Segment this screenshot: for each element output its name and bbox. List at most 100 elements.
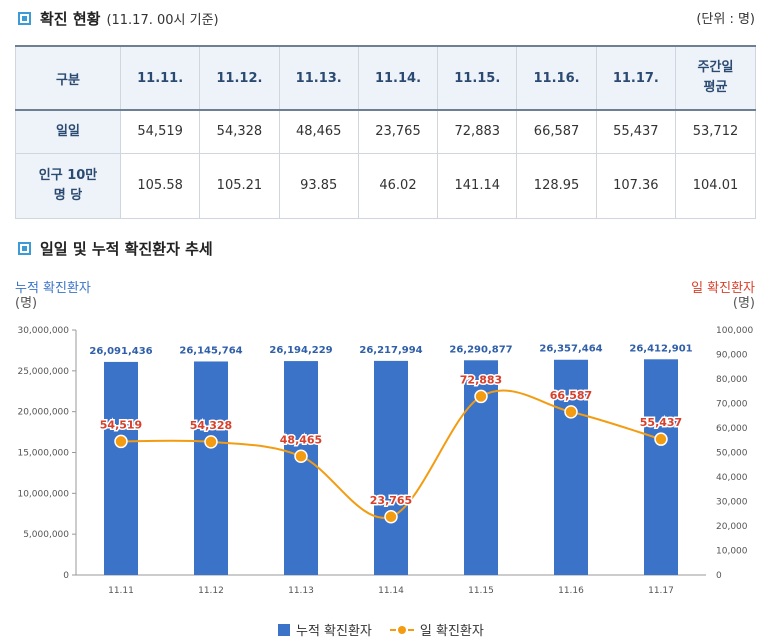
- header-cell: 11.16.: [516, 45, 597, 111]
- x-tick-label: 11.11: [108, 586, 134, 596]
- table-cell: 104.01: [675, 152, 756, 219]
- x-tick-label: 11.14: [378, 586, 404, 596]
- legend-bar-swatch: [278, 623, 290, 636]
- x-tick-label: 11.13: [288, 586, 314, 596]
- table-cell: 105.58: [119, 152, 201, 219]
- table-cell: 72,883: [437, 109, 518, 154]
- left-tick-label: 25,000,000: [17, 367, 69, 377]
- section-title: 확진 현황: [40, 10, 101, 28]
- line-point-daily: [114, 434, 128, 449]
- left-tick-label: 0: [63, 571, 69, 581]
- line-data-label: 48,465: [280, 433, 322, 446]
- header-cell: 11.17.: [595, 45, 677, 111]
- bar-data-label: 26,357,464: [539, 344, 602, 355]
- right-tick-label: 100,000: [716, 326, 753, 336]
- right-tick-label: 60,000: [716, 424, 748, 434]
- table-cell: 54,519: [119, 109, 201, 154]
- bar-data-label: 26,217,994: [359, 345, 422, 356]
- bar-data-label: 26,091,436: [89, 346, 152, 357]
- table-cell: 107.36: [595, 152, 677, 219]
- left-tick-label: 15,000,000: [17, 449, 69, 459]
- x-tick-label: 11.12: [198, 586, 224, 596]
- header-cell: 11.12.: [199, 45, 280, 111]
- bar-cumulative: [644, 359, 678, 575]
- table-row: 인구 10만 명 당 105.58 105.21 93.85 46.02 141…: [15, 152, 756, 219]
- section-header-trend: 일일 및 누적 확진환자 추세: [18, 238, 213, 259]
- table-cell: 128.95: [516, 152, 597, 219]
- right-axis-label: 일 확진환자: [691, 281, 755, 296]
- legend-line-swatch: [389, 624, 414, 636]
- unit-label: (단위 : 명): [696, 12, 755, 27]
- bar-cumulative: [194, 361, 228, 575]
- bar-cumulative: [374, 360, 408, 575]
- right-tick-label: 0: [716, 571, 722, 581]
- table-cell: 66,587: [516, 109, 597, 154]
- table-cell: 105.21: [199, 152, 280, 219]
- legend-item-daily: 일 확진환자: [419, 624, 484, 639]
- x-tick-label: 11.15: [468, 586, 494, 596]
- header-cell: 11.11.: [119, 45, 201, 111]
- line-data-label: 54,519: [100, 418, 142, 431]
- right-axis-title: 일 확진환자 (명): [691, 281, 755, 311]
- line-data-label: 55,437: [640, 416, 682, 429]
- section-header-status: 확진 현황 (11.17. 00시 기준): [18, 8, 219, 29]
- header-cell: 구분: [15, 45, 121, 111]
- bar-cumulative: [554, 359, 588, 575]
- line-point-daily: [654, 432, 668, 446]
- line-point-daily: [564, 405, 578, 419]
- table-cell: 23,765: [357, 109, 439, 154]
- left-tick-label: 30,000,000: [17, 326, 69, 336]
- right-tick-label: 50,000: [716, 449, 748, 459]
- line-data-label: 23,765: [370, 494, 412, 507]
- header-cell: 11.15.: [437, 45, 518, 111]
- table-row: 일일 54,519 54,328 48,465 23,765 72,883 66…: [15, 109, 756, 154]
- bar-cumulative: [284, 361, 318, 575]
- line-point-daily: [384, 510, 398, 524]
- right-tick-label: 10,000: [716, 547, 748, 557]
- bar-cumulative: [104, 361, 138, 575]
- table-cell: 48,465: [278, 109, 359, 154]
- line-point-daily: [294, 449, 308, 464]
- right-axis-unit: (명): [732, 296, 755, 311]
- line-data-label: 54,328: [190, 419, 232, 432]
- right-tick-label: 40,000: [716, 473, 748, 483]
- table-cell: 46.02: [357, 152, 439, 219]
- left-axis-title: 누적 확진환자 (명): [15, 281, 91, 311]
- table-cell: 141.14: [437, 152, 518, 219]
- line-point-daily: [204, 435, 218, 449]
- square-bullet-icon: [18, 12, 31, 25]
- bar-data-label: 26,145,764: [179, 345, 242, 356]
- left-tick-label: 10,000,000: [17, 489, 69, 499]
- table-cell: 54,328: [199, 109, 280, 154]
- left-tick-label: 20,000,000: [17, 408, 69, 418]
- left-axis-unit: (명): [15, 296, 38, 311]
- right-tick-label: 80,000: [716, 375, 748, 385]
- bar-data-label: 26,194,229: [269, 345, 332, 356]
- table-header-row: 구분 11.11. 11.12. 11.13. 11.14. 11.15. 11…: [15, 45, 756, 111]
- section-subtitle: (11.17. 00시 기준): [106, 13, 219, 28]
- section-title: 일일 및 누적 확진환자 추세: [40, 240, 213, 258]
- chart-legend: 누적 확진환자 일 확진환자: [278, 620, 484, 639]
- legend-item-cumulative: 누적 확진환자: [296, 624, 372, 639]
- bar-data-label: 26,412,901: [629, 343, 692, 354]
- line-data-label: 66,587: [550, 389, 592, 402]
- x-tick-label: 11.16: [558, 586, 584, 596]
- table-cell: 55,437: [595, 109, 677, 154]
- header-cell: 11.14.: [357, 45, 439, 111]
- left-axis-label: 누적 확진환자: [15, 281, 91, 296]
- right-tick-label: 90,000: [716, 351, 748, 361]
- square-bullet-icon: [18, 242, 31, 255]
- bar-data-label: 26,290,877: [449, 344, 512, 355]
- right-tick-label: 70,000: [716, 400, 748, 410]
- line-data-label: 72,883: [460, 373, 502, 386]
- left-tick-label: 5,000,000: [23, 530, 69, 540]
- table-cell: 53,712: [675, 109, 756, 154]
- right-tick-label: 30,000: [716, 498, 748, 508]
- row-label: 인구 10만 명 당: [15, 152, 121, 219]
- status-table: 구분 11.11. 11.12. 11.13. 11.14. 11.15. 11…: [15, 45, 756, 219]
- table-cell: 93.85: [278, 152, 359, 219]
- x-tick-label: 11.17: [648, 586, 674, 596]
- right-tick-label: 20,000: [716, 522, 748, 532]
- line-point-daily: [474, 389, 488, 404]
